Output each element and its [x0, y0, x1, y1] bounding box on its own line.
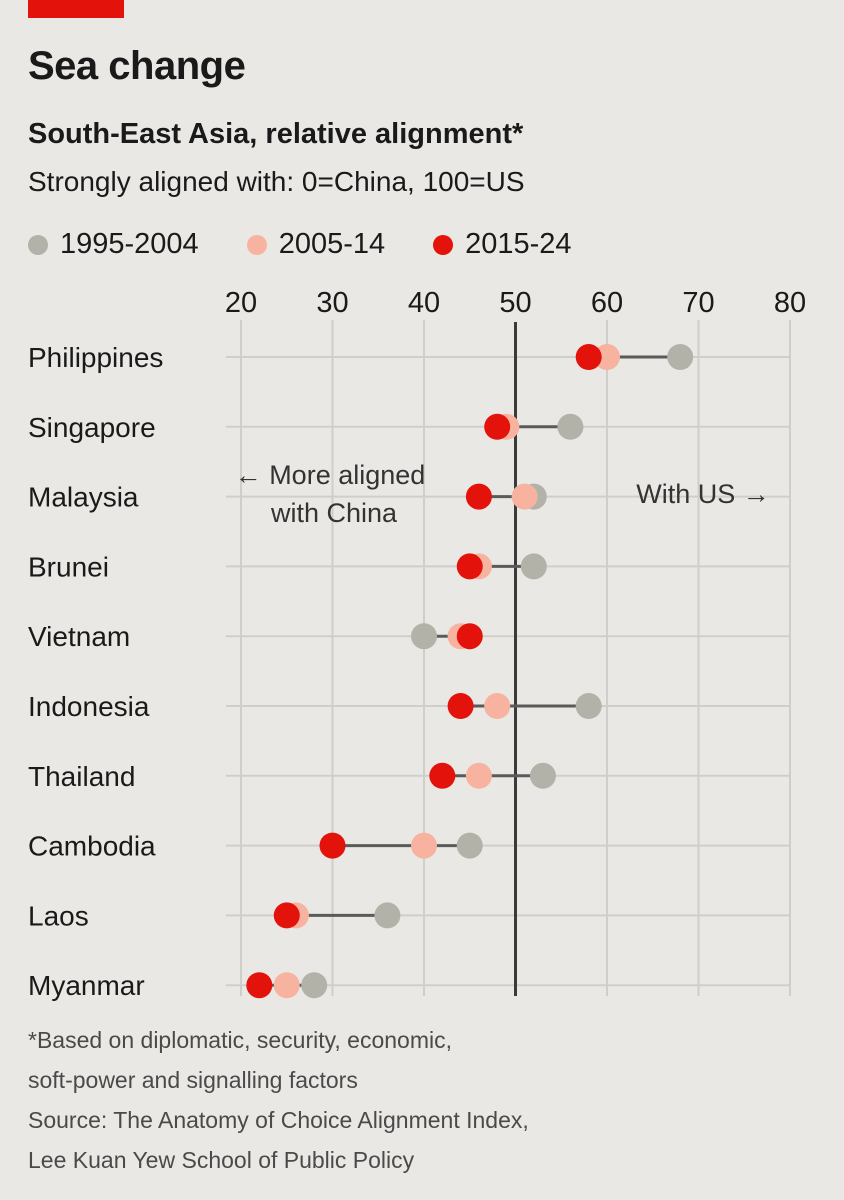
dot-2015-24	[484, 413, 511, 440]
dot-2015-24	[429, 762, 456, 789]
dot-1995-2004	[411, 623, 437, 650]
dot-2005-14	[465, 762, 492, 789]
dot-1995-2004	[529, 762, 556, 789]
dot-2005-14	[273, 972, 300, 999]
legend-label: 2015-24	[465, 228, 572, 260]
dot-2015-24	[447, 693, 474, 719]
dot-1995-2004	[374, 902, 401, 929]
source-line: Lee Kuan Yew School of Public Policy	[28, 1147, 415, 1173]
x-tick-label: 40	[408, 287, 440, 319]
dot-2015-24	[456, 623, 483, 650]
category-label: Brunei	[28, 551, 109, 582]
dot-2015-24	[319, 832, 346, 859]
dot-2015-24	[246, 972, 273, 999]
category-label: Laos	[28, 900, 89, 931]
china-annotation-line1: ← More aligned	[235, 460, 426, 490]
category-label: Thailand	[28, 761, 135, 792]
category-label: Myanmar	[28, 970, 145, 1001]
legend-dot-grey-icon	[28, 234, 48, 255]
dot-1995-2004	[667, 344, 694, 370]
dot-plot: ← More aligned with China With US → 20 30…	[28, 287, 806, 1001]
dot-2015-24	[273, 902, 300, 929]
dot-2015-24	[575, 344, 602, 370]
dot-1995-2004	[575, 693, 602, 719]
legend-item-1995-2004: 1995-2004	[28, 228, 199, 261]
dot-2005-14	[511, 483, 538, 510]
legend-dot-pink-icon	[246, 234, 267, 255]
legend-item-2015-24: 2015-24	[433, 228, 572, 261]
footnote: *Based on diplomatic, security, economic…	[28, 1020, 529, 1180]
legend: 1995-2004 2005-14 2015-24	[28, 228, 620, 261]
source-line: Source: The Anatomy of Choice Alignment …	[28, 1107, 529, 1133]
dot-1995-2004	[456, 832, 483, 859]
category-label: Malaysia	[28, 482, 139, 513]
chart-subtitle: South-East Asia, relative alignment*	[28, 118, 524, 150]
chart-description: Strongly aligned with: 0=China, 100=US	[28, 166, 525, 197]
dot-2005-14	[594, 344, 620, 370]
dot-2015-24	[465, 483, 492, 510]
dot-1995-2004	[520, 553, 547, 580]
x-tick-label: 50	[499, 287, 531, 319]
category-label: Singapore	[28, 412, 156, 443]
category-label: Cambodia	[28, 831, 156, 862]
category-label: Philippines	[28, 342, 163, 373]
x-tick-label: 80	[774, 287, 806, 319]
legend-label: 1995-2004	[60, 228, 199, 260]
legend-dot-red-icon	[433, 234, 454, 255]
category-label: Vietnam	[28, 621, 130, 652]
legend-label: 2005-14	[278, 228, 386, 260]
dot-1995-2004	[557, 413, 584, 440]
chart-title: Sea change	[28, 44, 246, 88]
x-tick-label: 30	[316, 287, 348, 319]
x-tick-label: 60	[591, 287, 623, 319]
china-annotation-line2: with China	[270, 498, 398, 528]
category-label: Indonesia	[28, 691, 150, 722]
dot-2015-24	[456, 553, 483, 580]
dot-2005-14	[411, 832, 437, 859]
dot-2005-14	[484, 693, 511, 719]
x-tick-label: 20	[225, 287, 257, 319]
footnote-line: soft-power and signalling factors	[28, 1067, 358, 1093]
x-tick-label: 70	[682, 287, 714, 319]
brand-red-bar	[28, 0, 124, 18]
us-annotation: With US →	[636, 479, 770, 509]
footnote-line: *Based on diplomatic, security, economic…	[28, 1027, 452, 1053]
dot-1995-2004	[301, 972, 328, 999]
legend-item-2005-14: 2005-14	[246, 228, 386, 261]
